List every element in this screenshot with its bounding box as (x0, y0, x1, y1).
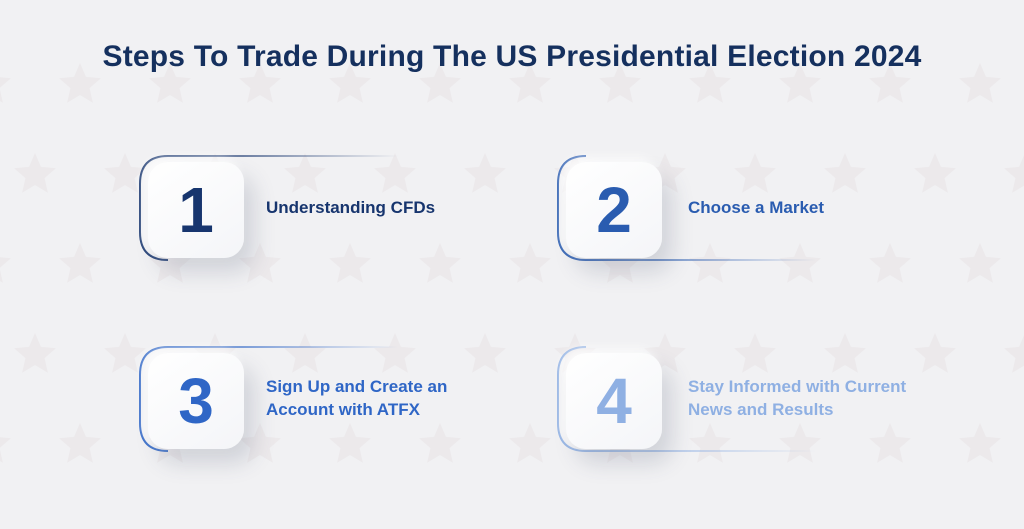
background-star (734, 333, 776, 373)
background-star (329, 243, 371, 283)
step-2-text: Choose a Market (688, 198, 825, 217)
background-star (0, 77, 11, 103)
step-1-text: Understanding CFDs (266, 198, 436, 217)
step-2-frame (557, 155, 816, 261)
background-star (464, 333, 506, 373)
background-star (59, 423, 101, 463)
background-star (284, 153, 326, 193)
step-3-number: 3 (178, 365, 214, 437)
background-star (149, 63, 191, 103)
step-4-badge: 4 (566, 353, 662, 449)
background-star (689, 243, 731, 283)
background-star (59, 63, 101, 103)
background-star (374, 153, 416, 193)
step-4-card: 4 Stay Informed with Current News and Re… (556, 343, 956, 453)
background-star (239, 243, 281, 283)
background-star (239, 423, 281, 463)
background-star (689, 63, 731, 103)
step-1-number: 1 (178, 174, 214, 246)
background-star (14, 333, 56, 373)
background-star (464, 153, 506, 193)
background-star (149, 243, 191, 283)
background-star (0, 257, 11, 283)
background-star (509, 243, 551, 283)
background-star (104, 153, 146, 193)
background-star (779, 243, 821, 283)
step-3-card: 3 Sign Up and Create an Account with ATF… (138, 343, 538, 453)
background-star (824, 153, 866, 193)
background-star (329, 63, 371, 103)
background-star (734, 153, 776, 193)
background-star (104, 333, 146, 373)
background-star (599, 243, 641, 283)
background-star (959, 63, 1001, 103)
background-star (329, 423, 371, 463)
background-star (824, 333, 866, 373)
background-star (779, 423, 821, 463)
background-star (374, 333, 416, 373)
step-3-frame (139, 346, 398, 452)
background-star (284, 333, 326, 373)
background-star (914, 333, 956, 373)
background-star (14, 153, 56, 193)
step-3-text: Sign Up and Create an Account with ATFX (266, 377, 448, 419)
background-star (239, 63, 281, 103)
background-star (419, 63, 461, 103)
background-star (959, 243, 1001, 283)
background-star (419, 243, 461, 283)
background-star (914, 153, 956, 193)
step-2-card: 2 Choose a Market (556, 152, 956, 262)
background-star (0, 437, 11, 463)
step-4-frame (557, 346, 816, 452)
background-star (509, 63, 551, 103)
background-star (419, 423, 461, 463)
background-star (779, 63, 821, 103)
background-star (509, 423, 551, 463)
background-star (599, 63, 641, 103)
background-star (1004, 155, 1024, 193)
step-1-badge: 1 (148, 162, 244, 258)
step-2-badge: 2 (566, 162, 662, 258)
page-title: Steps To Trade During The US Presidentia… (102, 40, 922, 73)
step-4-text: Stay Informed with Current News and Resu… (688, 377, 907, 419)
step-3-badge: 3 (148, 353, 244, 449)
background-star (869, 63, 911, 103)
background-star (59, 243, 101, 283)
background-star (959, 423, 1001, 463)
step-1-card: 1 Understanding CFDs (138, 152, 538, 262)
step-2-number: 2 (596, 174, 632, 246)
background-star (869, 243, 911, 283)
background-star (1004, 335, 1024, 373)
step-1-frame (139, 155, 398, 261)
background-star (869, 423, 911, 463)
background-star (689, 423, 731, 463)
step-4-number: 4 (596, 365, 632, 437)
